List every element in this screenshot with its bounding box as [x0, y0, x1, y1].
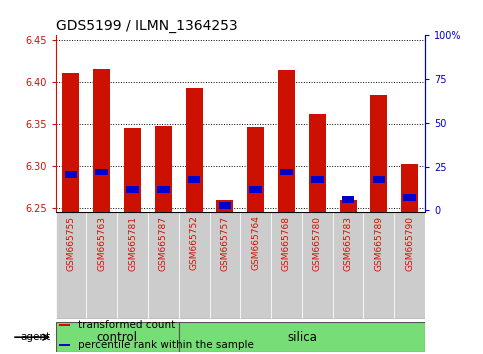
Bar [157, 186, 170, 193]
Bar [247, 127, 264, 212]
Bar [65, 171, 77, 178]
Bar [394, 212, 425, 319]
Text: GSM665789: GSM665789 [374, 216, 384, 270]
Bar [62, 73, 79, 212]
Bar [311, 176, 324, 183]
Bar [341, 196, 355, 203]
Bar [401, 164, 418, 212]
Bar [370, 95, 387, 212]
Bar [240, 212, 271, 319]
Text: GSM665790: GSM665790 [405, 216, 414, 270]
Bar [218, 202, 231, 209]
Text: GSM665764: GSM665764 [251, 216, 260, 270]
Bar [278, 70, 295, 212]
Text: GSM665752: GSM665752 [190, 216, 199, 270]
Bar [340, 200, 356, 212]
Bar [59, 344, 71, 346]
Text: GSM665763: GSM665763 [97, 216, 106, 270]
Bar [86, 212, 117, 319]
Bar [249, 186, 262, 193]
Text: GSM665780: GSM665780 [313, 216, 322, 270]
Text: transformed count: transformed count [78, 320, 175, 330]
Bar [333, 212, 364, 319]
Bar [59, 324, 71, 326]
Text: GSM665783: GSM665783 [343, 216, 353, 270]
Text: GSM665787: GSM665787 [159, 216, 168, 270]
Text: GSM665768: GSM665768 [282, 216, 291, 270]
Bar [117, 212, 148, 319]
Bar [188, 176, 200, 183]
Bar [403, 194, 416, 201]
Bar [271, 212, 302, 319]
Text: control: control [97, 331, 138, 344]
Bar [364, 212, 394, 319]
Bar [56, 212, 86, 319]
Bar [126, 186, 139, 193]
Bar [302, 212, 333, 319]
Bar [309, 114, 326, 212]
Bar [280, 169, 293, 175]
Bar [372, 176, 385, 183]
Bar [93, 69, 110, 212]
Bar [185, 88, 202, 212]
Bar [148, 212, 179, 319]
Text: GSM665755: GSM665755 [67, 216, 75, 270]
Text: GSM665781: GSM665781 [128, 216, 137, 270]
Bar [210, 212, 240, 319]
Text: silica: silica [287, 331, 317, 344]
Bar [56, 322, 179, 352]
Text: percentile rank within the sample: percentile rank within the sample [78, 340, 254, 350]
Bar [179, 212, 210, 319]
Bar [124, 128, 141, 212]
Bar [155, 126, 172, 212]
Bar [179, 322, 425, 352]
Text: agent: agent [21, 332, 51, 342]
Bar [216, 200, 233, 212]
Bar [95, 169, 108, 175]
Text: GDS5199 / ILMN_1364253: GDS5199 / ILMN_1364253 [56, 19, 237, 33]
Text: GSM665757: GSM665757 [220, 216, 229, 270]
